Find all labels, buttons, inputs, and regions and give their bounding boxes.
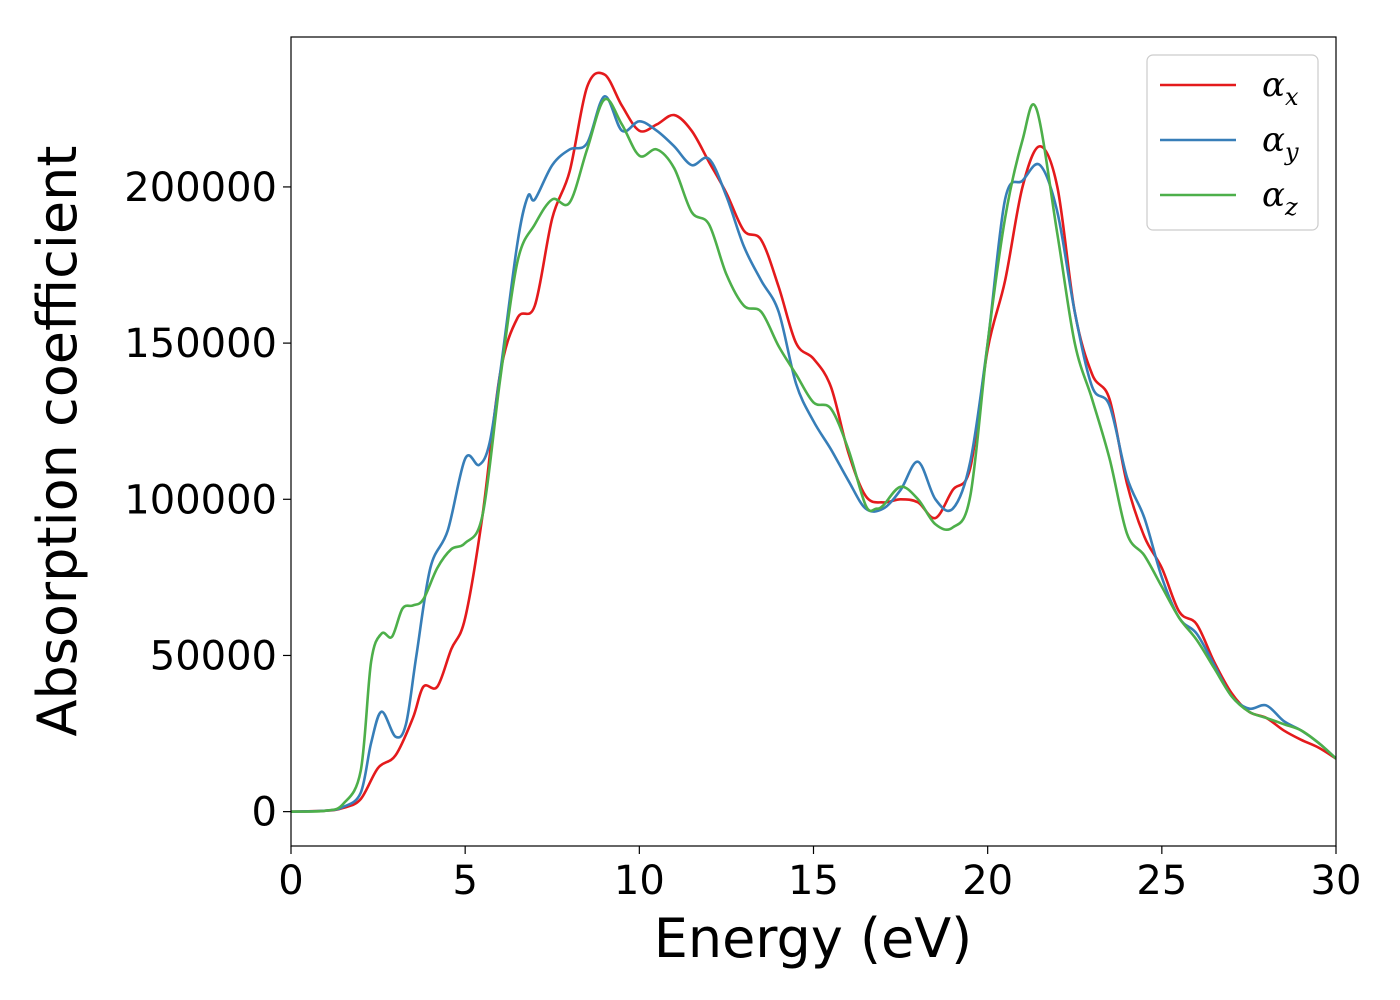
x-tick-label: 20 bbox=[962, 858, 1013, 904]
y-axis: 0 50000 100000 150000 200000 bbox=[124, 165, 291, 836]
x-tick-label: 5 bbox=[452, 858, 477, 904]
y-tick-label: 50000 bbox=[150, 633, 277, 679]
y-tick-label: 200000 bbox=[124, 165, 277, 211]
x-axis-label: Energy (eV) bbox=[654, 907, 973, 970]
legend-label-x: αx bbox=[1262, 65, 1299, 111]
y-tick-label: 0 bbox=[252, 790, 277, 836]
series-layer bbox=[291, 71, 1336, 813]
y-axis-label: Absorption coefficient bbox=[26, 146, 89, 737]
legend-label-y: αy bbox=[1262, 120, 1299, 166]
x-axis: 0 5 10 15 20 25 30 bbox=[278, 846, 1361, 904]
x-tick-label: 10 bbox=[614, 858, 665, 904]
x-tick-label: 30 bbox=[1311, 858, 1362, 904]
series-line-z bbox=[291, 97, 1336, 813]
x-tick-label: 25 bbox=[1136, 858, 1187, 904]
x-tick-label: 15 bbox=[788, 858, 839, 904]
y-tick-label: 150000 bbox=[124, 321, 277, 367]
legend-box bbox=[1146, 54, 1319, 231]
x-tick-label: 0 bbox=[278, 858, 303, 904]
legend: αx αy αz bbox=[1146, 54, 1319, 231]
legend-label-z: αz bbox=[1262, 175, 1298, 221]
y-tick-label: 100000 bbox=[124, 477, 277, 523]
